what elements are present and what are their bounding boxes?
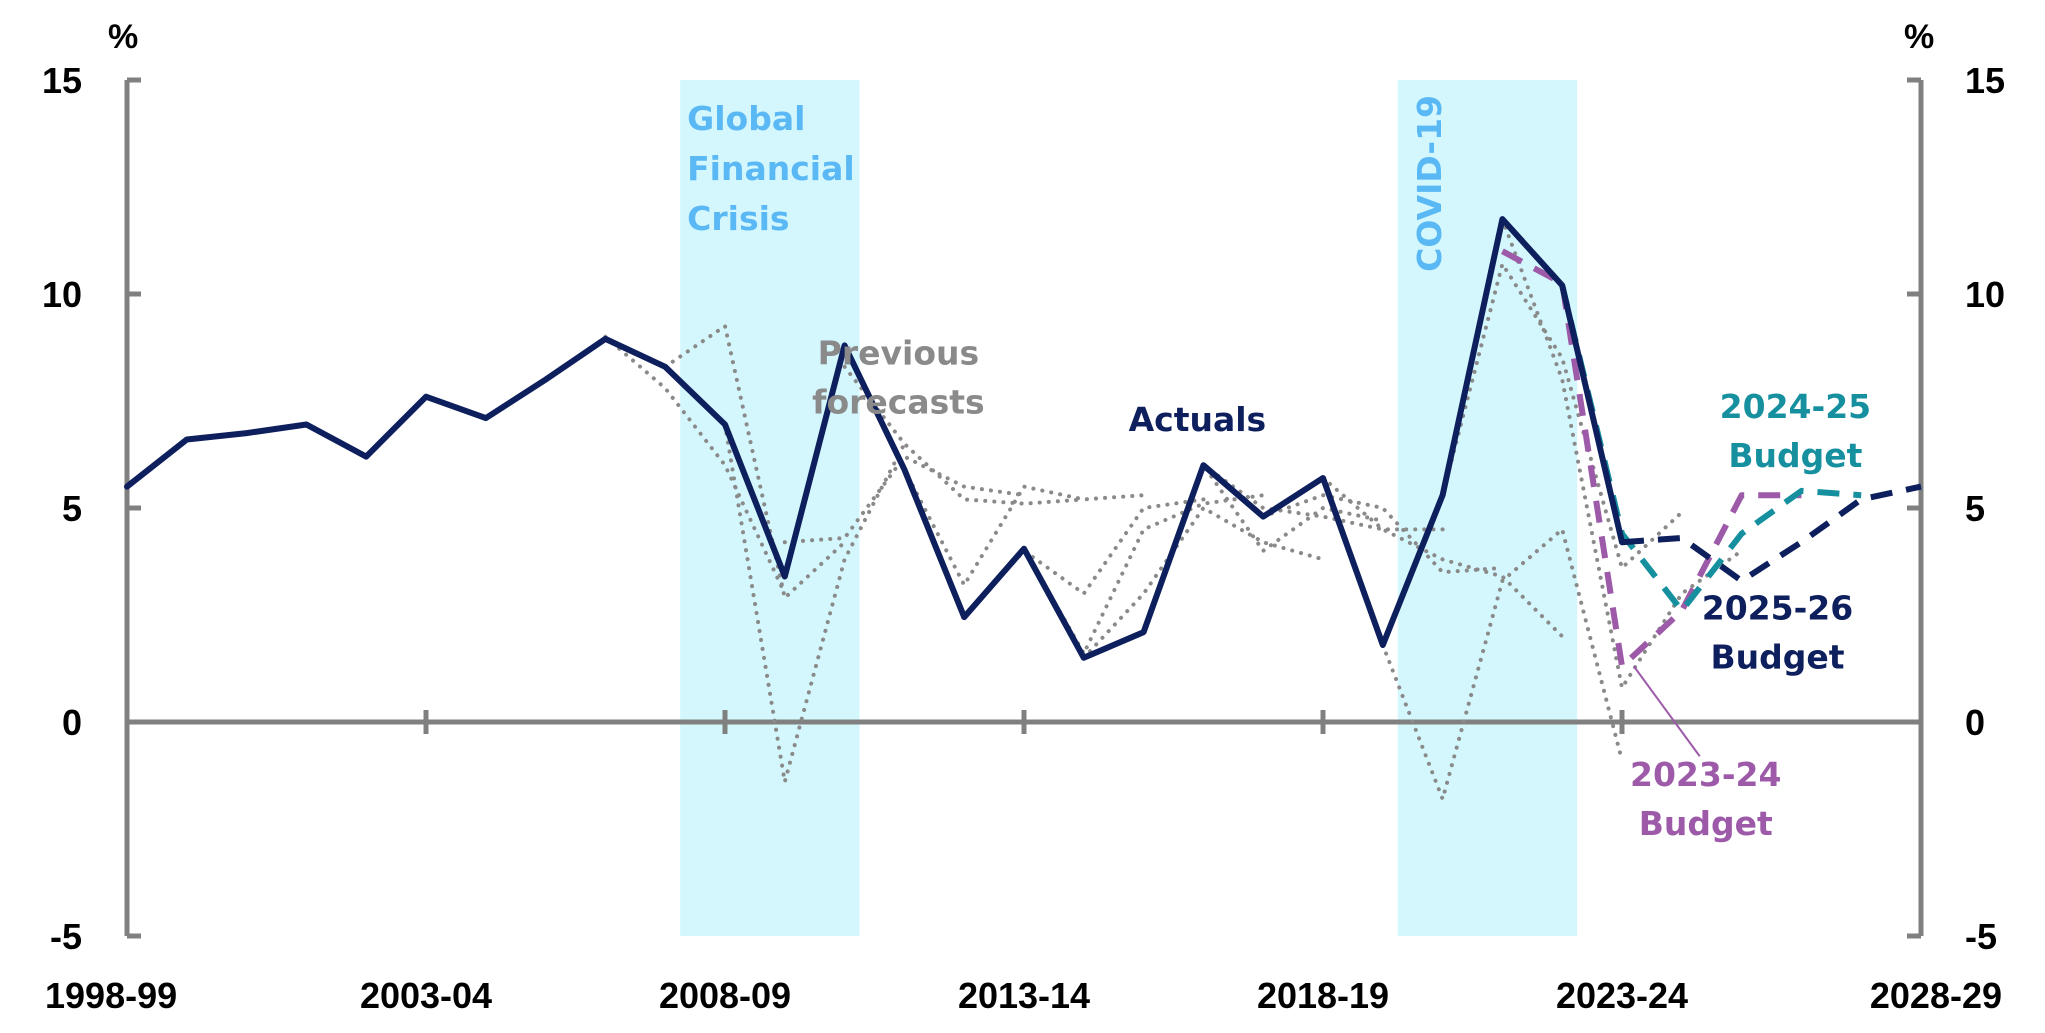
annotation-label: Previous xyxy=(818,334,979,373)
x-tick-label: 2013-14 xyxy=(958,975,1090,1016)
shaded-periods: Global Financial Crisis COVID-19 xyxy=(680,80,1578,936)
left-unit-label: % xyxy=(108,18,138,56)
series-line-previous-forecasts xyxy=(1081,506,1325,660)
data-series xyxy=(124,216,1922,801)
annotation-label: Budget xyxy=(1639,804,1773,843)
series-line-previous-forecasts xyxy=(1380,527,1624,801)
series-line-previous-forecasts xyxy=(723,422,907,784)
x-tick-label: 2018-19 xyxy=(1257,975,1389,1016)
shaded-period-label: Crisis xyxy=(687,199,789,238)
series-line-previous-forecasts xyxy=(603,334,787,596)
annotation-label: forecasts xyxy=(812,383,985,422)
annotation-label: 2023-24 xyxy=(1630,755,1781,794)
annotation-label: Budget xyxy=(1728,436,1862,475)
axes: 15 15 10 10 5 5 0 0 -5 -5% % 1998-99 2003-04 2008-09 2… xyxy=(42,18,2005,1016)
series-line-previous-forecasts xyxy=(842,364,1086,506)
left-y-tick-label: 0 xyxy=(62,702,82,743)
shaded-period-1 xyxy=(680,80,860,936)
shaded-period-label: Global xyxy=(687,99,805,138)
annotation-label: Budget xyxy=(1710,637,1844,676)
right-unit-label: % xyxy=(1904,18,1934,56)
left-y-tick-label: -5 xyxy=(50,916,82,957)
right-y-tick-label: 10 xyxy=(1965,274,2005,315)
left-y-tick-label: 15 xyxy=(42,60,82,101)
shaded-period-label: COVID-19 xyxy=(1410,95,1449,272)
left-y-tick-label: 10 xyxy=(42,274,82,315)
x-tick-label: 2028-29 xyxy=(1870,975,2002,1016)
right-y-tick-label: -5 xyxy=(1965,916,1997,957)
annotation-label: Actuals xyxy=(1129,400,1267,439)
x-tick-label: 2008-09 xyxy=(659,975,791,1016)
series-line-previous-forecasts xyxy=(962,497,1206,620)
right-y-tick-label: 0 xyxy=(1965,702,1985,743)
annotations: Previous forecasts Actuals 2024-25 Budget 202… xyxy=(812,334,1871,844)
series-line-actuals xyxy=(124,216,1625,661)
x-tick-label: 2023-24 xyxy=(1556,975,1688,1016)
shaded-period-label: Financial xyxy=(687,149,855,188)
series-line-2025-26-budget xyxy=(1621,483,1922,584)
series-line-previous-forecasts xyxy=(1321,476,1565,639)
series-line-previous-forecasts xyxy=(663,324,847,600)
budget-2023-24-leader-line xyxy=(1633,665,1701,757)
x-tick-label: 2003-04 xyxy=(360,975,492,1016)
x-tick-label: 1998-99 xyxy=(45,975,177,1016)
left-y-tick-label: 5 xyxy=(62,488,82,529)
annotation-label: 2025-26 xyxy=(1702,588,1853,627)
shaded-period-2 xyxy=(1397,80,1578,936)
series-line-previous-forecasts xyxy=(902,467,1146,587)
right-y-tick-label: 5 xyxy=(1965,488,1985,529)
right-y-tick-label: 15 xyxy=(1965,60,2005,101)
annotation-label: 2024-25 xyxy=(1720,387,1871,426)
series-line-2024-25-budget xyxy=(1559,284,1862,614)
